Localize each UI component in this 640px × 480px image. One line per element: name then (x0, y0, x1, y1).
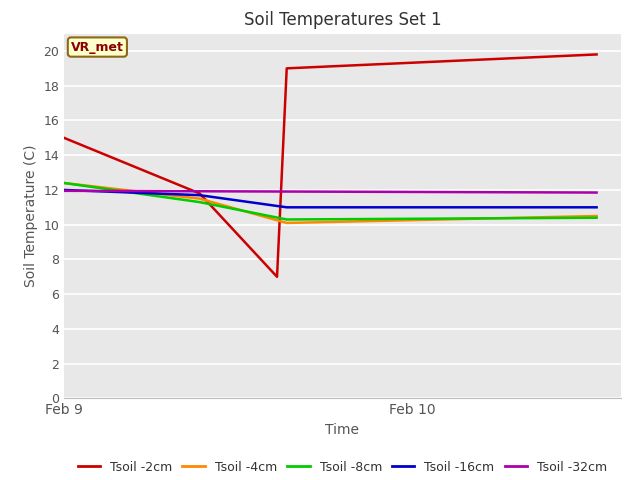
Title: Soil Temperatures Set 1: Soil Temperatures Set 1 (244, 11, 441, 29)
X-axis label: Time: Time (325, 423, 360, 437)
Text: VR_met: VR_met (71, 40, 124, 54)
Y-axis label: Soil Temperature (C): Soil Temperature (C) (24, 145, 38, 287)
Legend: Tsoil -2cm, Tsoil -4cm, Tsoil -8cm, Tsoil -16cm, Tsoil -32cm: Tsoil -2cm, Tsoil -4cm, Tsoil -8cm, Tsoi… (72, 456, 612, 479)
